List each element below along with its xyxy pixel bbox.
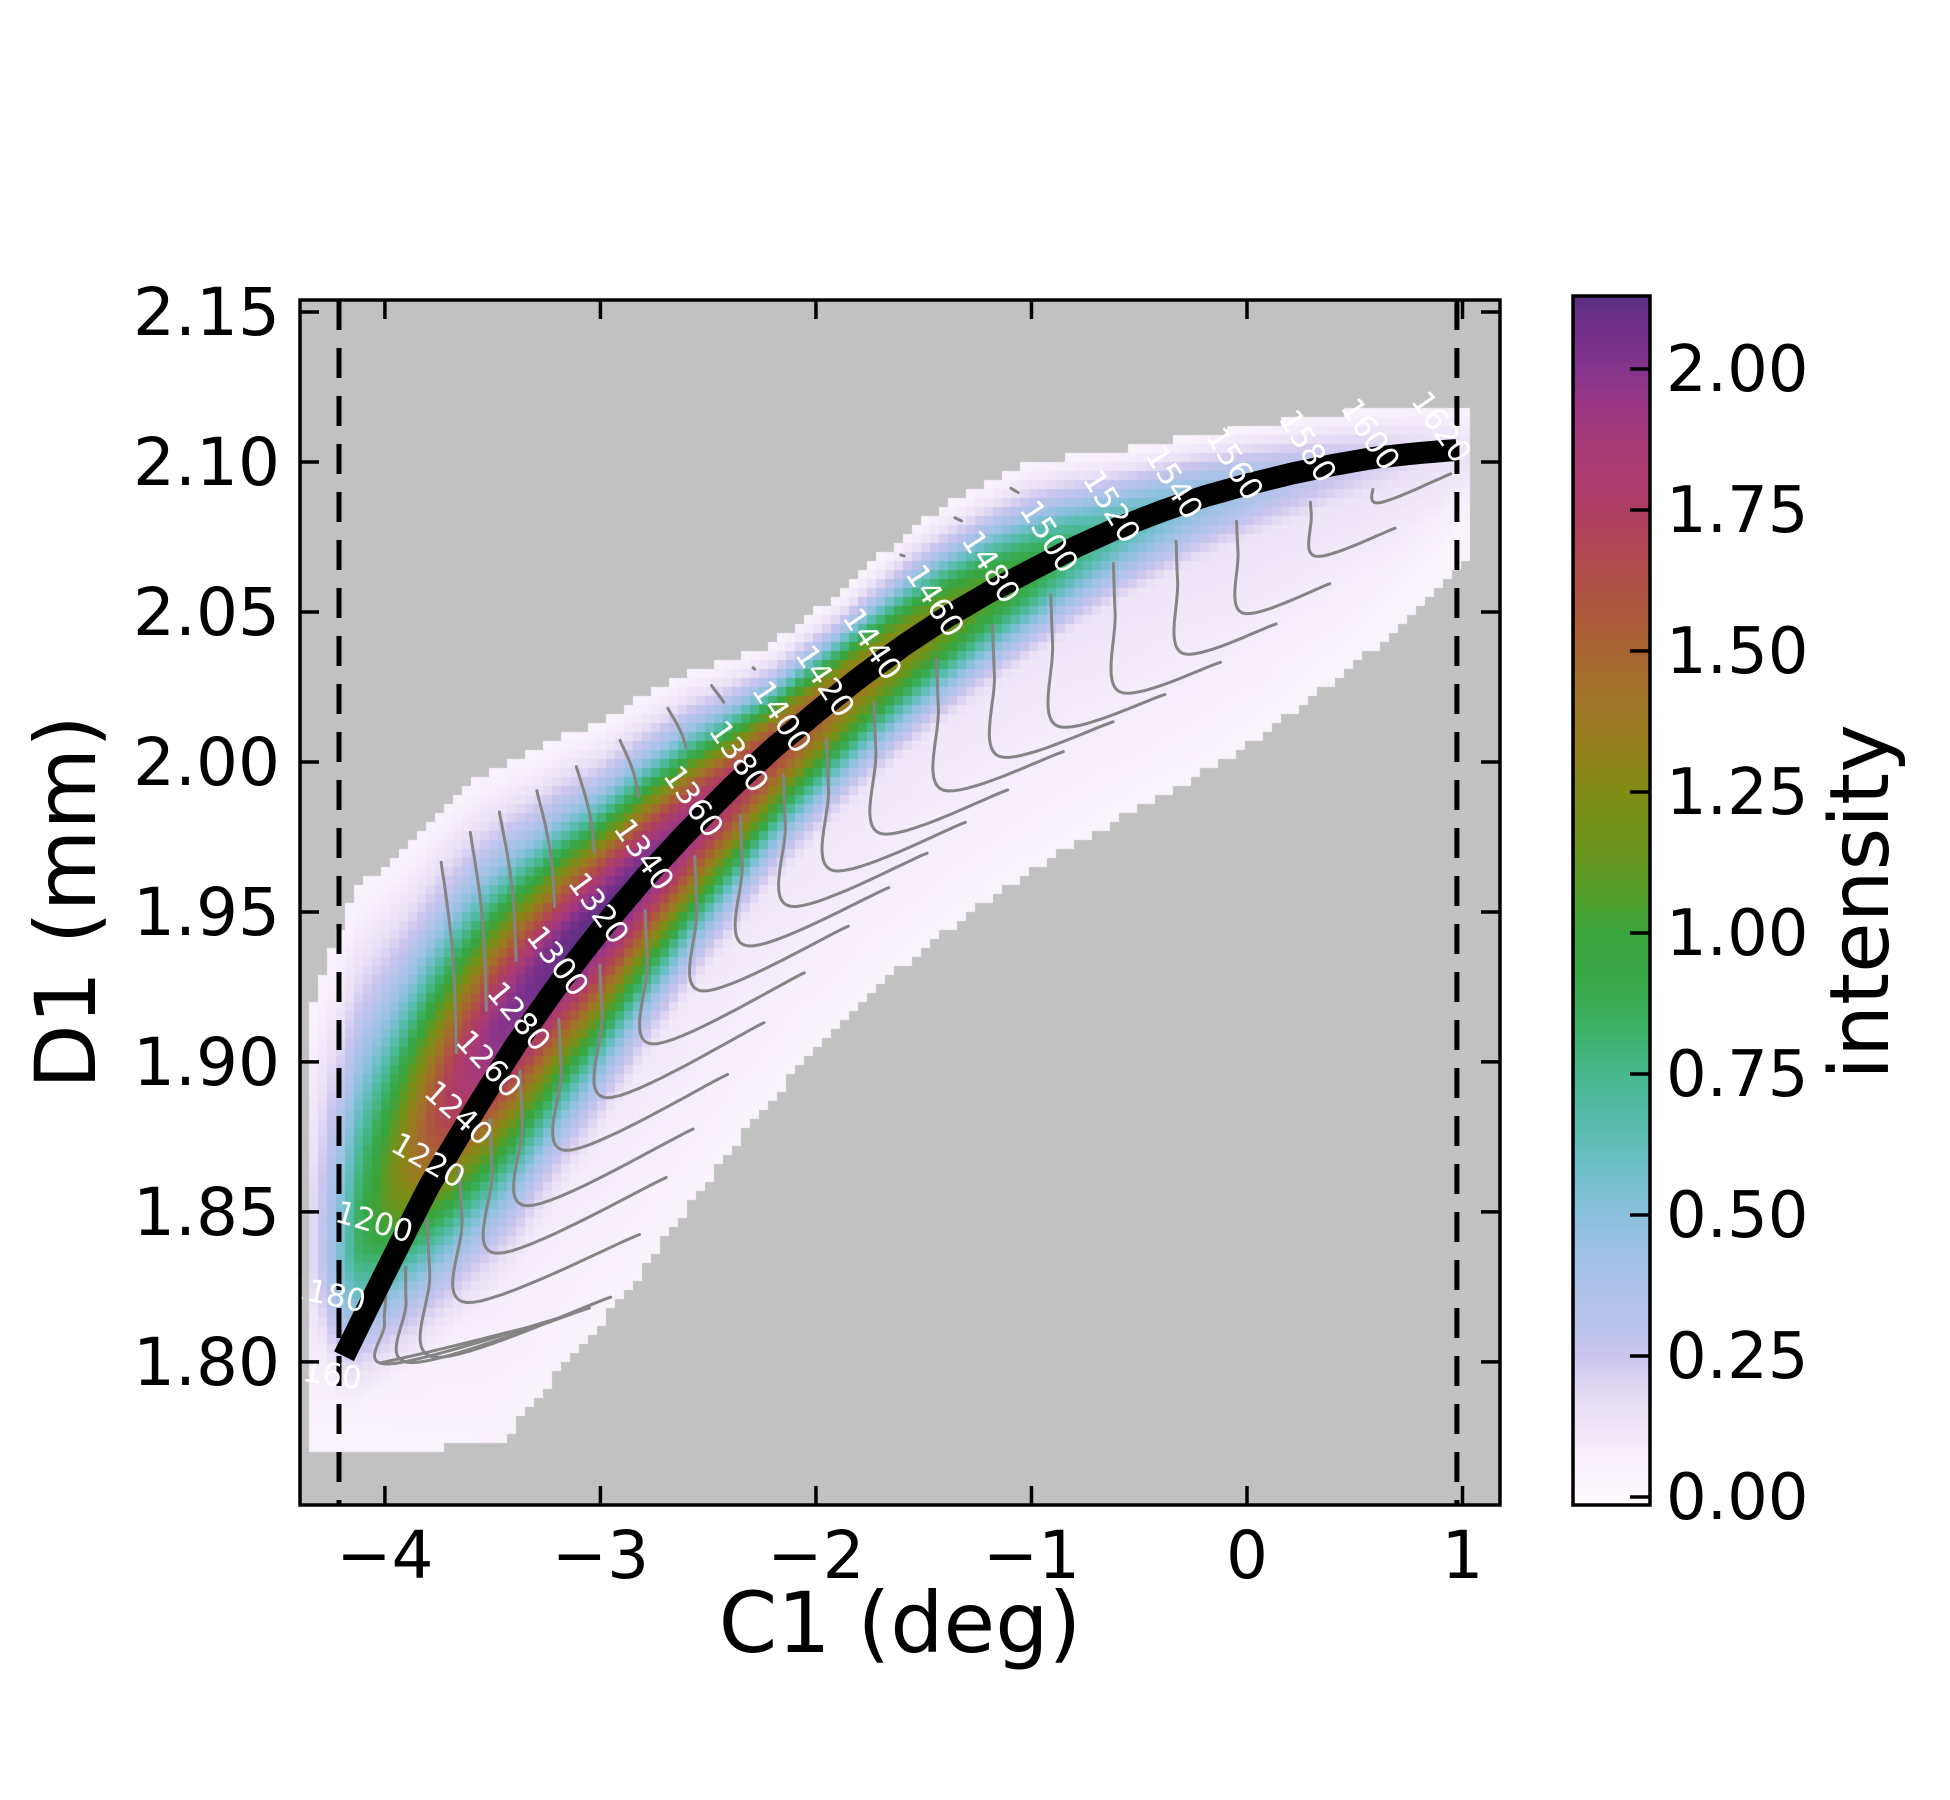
contour-label: 1180 <box>284 1269 369 1321</box>
contour-line <box>820 737 967 873</box>
y-tick-label: 2.15 <box>133 274 280 351</box>
colorbar-tick-label: 1.25 <box>1666 756 1809 830</box>
contour-label: 1200 <box>331 1194 417 1250</box>
y-tick-label: 1.95 <box>133 874 280 951</box>
contour-line <box>931 657 1065 793</box>
contour-line <box>666 706 688 750</box>
contour-lines <box>354 472 1453 1366</box>
colorbar-tick-label: 1.00 <box>1666 897 1809 971</box>
contour-line <box>1009 486 1020 494</box>
x-tick-label: −2 <box>767 1517 864 1594</box>
contour-line <box>710 684 726 704</box>
colorbar-gradient <box>1571 294 1652 1507</box>
contour-line <box>468 830 488 1012</box>
contour-line <box>512 1069 695 1208</box>
y-tick-label: 1.80 <box>133 1324 280 1401</box>
contour-line <box>592 963 766 1100</box>
contour-line <box>733 814 891 948</box>
colorbar-tick-label: 0.50 <box>1666 1179 1809 1253</box>
colorbar-tick-labels: 0.00 0.25 0.50 0.75 1.00 1.25 1.50 1.75 2.00 <box>1666 333 1809 1535</box>
contour-line <box>1046 593 1167 729</box>
colorbar: 0.00 0.25 0.50 0.75 1.00 1.25 1.50 1.75 2.00 int… <box>1571 294 1908 1535</box>
heatmap-canvas <box>300 300 1500 1505</box>
contour-line <box>418 1217 613 1359</box>
contour-line <box>751 666 757 671</box>
x-tick-label: −1 <box>983 1517 1080 1594</box>
y-tick-label: 2.10 <box>133 424 280 501</box>
contour-line <box>777 773 929 909</box>
axes-box: −4 −3 −2 −1 0 1 2.15 2.10 2.05 2.00 1.95 1.90 1.85 1.… <box>17 274 1502 1672</box>
x-tick-label: −3 <box>552 1517 649 1594</box>
contour-line <box>394 1265 591 1365</box>
dashed-vertical-lines <box>336 300 1460 1505</box>
contour-line <box>638 909 806 1046</box>
contour-line <box>451 1168 641 1304</box>
colorbar-tick-label: 0.25 <box>1666 1320 1809 1394</box>
contour-line <box>953 516 963 523</box>
contour-line <box>551 1017 730 1152</box>
contour-line <box>618 738 640 799</box>
colorbar-ticks <box>1630 367 1650 1499</box>
colorbar-label: intensity <box>1813 724 1908 1080</box>
y-tick-label: 2.05 <box>133 574 280 651</box>
axis-ticks <box>300 300 1500 1505</box>
contour-line <box>1172 539 1278 656</box>
colorbar-tick-label: 0.75 <box>1666 1038 1809 1112</box>
y-tick-label: 1.90 <box>133 1024 280 1101</box>
colorbar-tick-label: 1.75 <box>1666 474 1809 548</box>
contour-line <box>1233 519 1332 616</box>
contour-line <box>688 855 850 993</box>
contour-line <box>497 810 518 962</box>
contour-line <box>987 624 1115 759</box>
contour-line <box>574 765 596 854</box>
colorbar-tick-label: 0.00 <box>1666 1461 1809 1535</box>
contour-line <box>868 701 1010 836</box>
axis-tick-labels: −4 −3 −2 −1 0 1 2.15 2.10 2.05 2.00 1.95 1.90 1.85 1.… <box>133 274 1483 1594</box>
y-tick-label: 2.00 <box>133 724 280 801</box>
contour-line <box>1370 472 1453 505</box>
colorbar-tick-label: 1.50 <box>1666 615 1809 689</box>
y-tick-label: 1.85 <box>133 1174 280 1251</box>
contour-line <box>535 789 556 909</box>
x-axis-label: C1 (deg) <box>719 1574 1082 1672</box>
contour-line <box>439 860 458 1055</box>
contour-line <box>899 553 906 558</box>
ridge-curve <box>334 439 1459 1362</box>
y-axis-label: D1 (mm) <box>17 715 115 1089</box>
x-tick-label: −4 <box>336 1517 433 1594</box>
contour-line <box>1307 500 1397 558</box>
x-tick-label: 1 <box>1442 1517 1484 1594</box>
contour-line <box>1109 561 1222 695</box>
plot-content: 1160118012001220124012601280130013201340… <box>284 300 1478 1505</box>
colorbar-tick-label: 2.00 <box>1666 333 1809 407</box>
plot-border <box>298 298 1502 1507</box>
x-tick-label: 0 <box>1226 1517 1268 1594</box>
contour-line <box>481 1118 668 1255</box>
contour-line <box>373 1280 572 1366</box>
